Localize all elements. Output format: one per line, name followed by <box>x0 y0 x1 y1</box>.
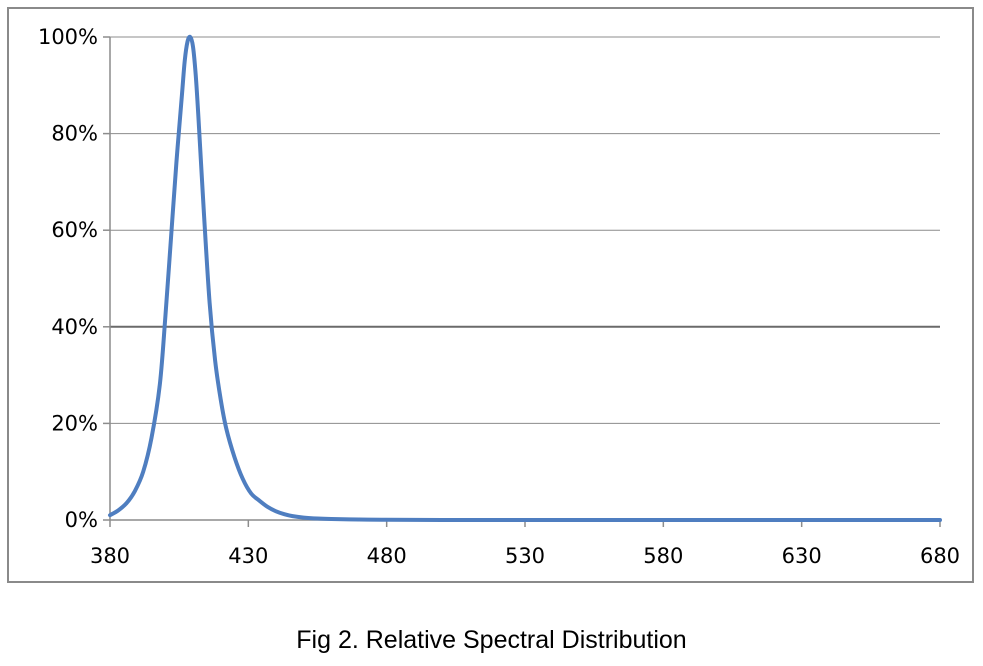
y-tick-label: 20% <box>51 411 98 435</box>
y-tick-label: 40% <box>51 315 98 339</box>
figure-caption: Fig 2. Relative Spectral Distribution <box>296 626 687 654</box>
x-tick-label: 680 <box>920 544 960 568</box>
x-tick-label: 380 <box>90 544 130 568</box>
series-layer <box>108 34 942 523</box>
axes <box>103 36 941 527</box>
spectral-chart: 0% 20% 40% 60% 80% 100% 380 430 480 530 580 630 680 <box>38 25 960 568</box>
y-tick-label: 80% <box>51 122 98 146</box>
y-tick-label: 60% <box>51 218 98 242</box>
x-tick-label: 580 <box>643 544 683 568</box>
x-tick-label: 630 <box>782 544 822 568</box>
x-tick-label: 530 <box>505 544 545 568</box>
y-tick-label: 100% <box>38 25 98 49</box>
gridlines <box>110 36 940 424</box>
series-line-0 <box>108 34 942 523</box>
tick-labels: 0% 20% 40% 60% 80% 100% 380 430 480 530 580 630 680 <box>38 25 960 568</box>
x-tick-label: 430 <box>228 544 268 568</box>
y-tick-label: 0% <box>65 508 98 532</box>
x-tick-label: 480 <box>367 544 407 568</box>
